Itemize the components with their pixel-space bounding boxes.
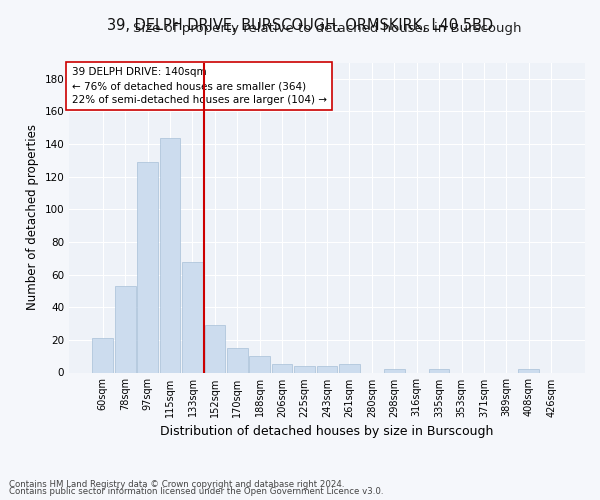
Bar — [294, 366, 315, 372]
Bar — [182, 262, 203, 372]
Title: Size of property relative to detached houses in Burscough: Size of property relative to detached ho… — [133, 22, 521, 35]
Bar — [137, 162, 158, 372]
Text: Contains public sector information licensed under the Open Government Licence v3: Contains public sector information licen… — [9, 487, 383, 496]
Text: 39, DELPH DRIVE, BURSCOUGH, ORMSKIRK, L40 5BD: 39, DELPH DRIVE, BURSCOUGH, ORMSKIRK, L4… — [107, 18, 493, 32]
Bar — [250, 356, 270, 372]
Text: Contains HM Land Registry data © Crown copyright and database right 2024.: Contains HM Land Registry data © Crown c… — [9, 480, 344, 489]
Bar — [429, 369, 449, 372]
Bar — [384, 369, 404, 372]
Text: 39 DELPH DRIVE: 140sqm
← 76% of detached houses are smaller (364)
22% of semi-de: 39 DELPH DRIVE: 140sqm ← 76% of detached… — [71, 67, 326, 105]
Bar — [227, 348, 248, 372]
X-axis label: Distribution of detached houses by size in Burscough: Distribution of detached houses by size … — [160, 425, 494, 438]
Bar — [272, 364, 292, 372]
Bar — [317, 366, 337, 372]
Bar — [160, 138, 181, 372]
Y-axis label: Number of detached properties: Number of detached properties — [26, 124, 39, 310]
Bar — [92, 338, 113, 372]
Bar — [205, 325, 225, 372]
Bar — [518, 369, 539, 372]
Bar — [339, 364, 360, 372]
Bar — [115, 286, 136, 372]
